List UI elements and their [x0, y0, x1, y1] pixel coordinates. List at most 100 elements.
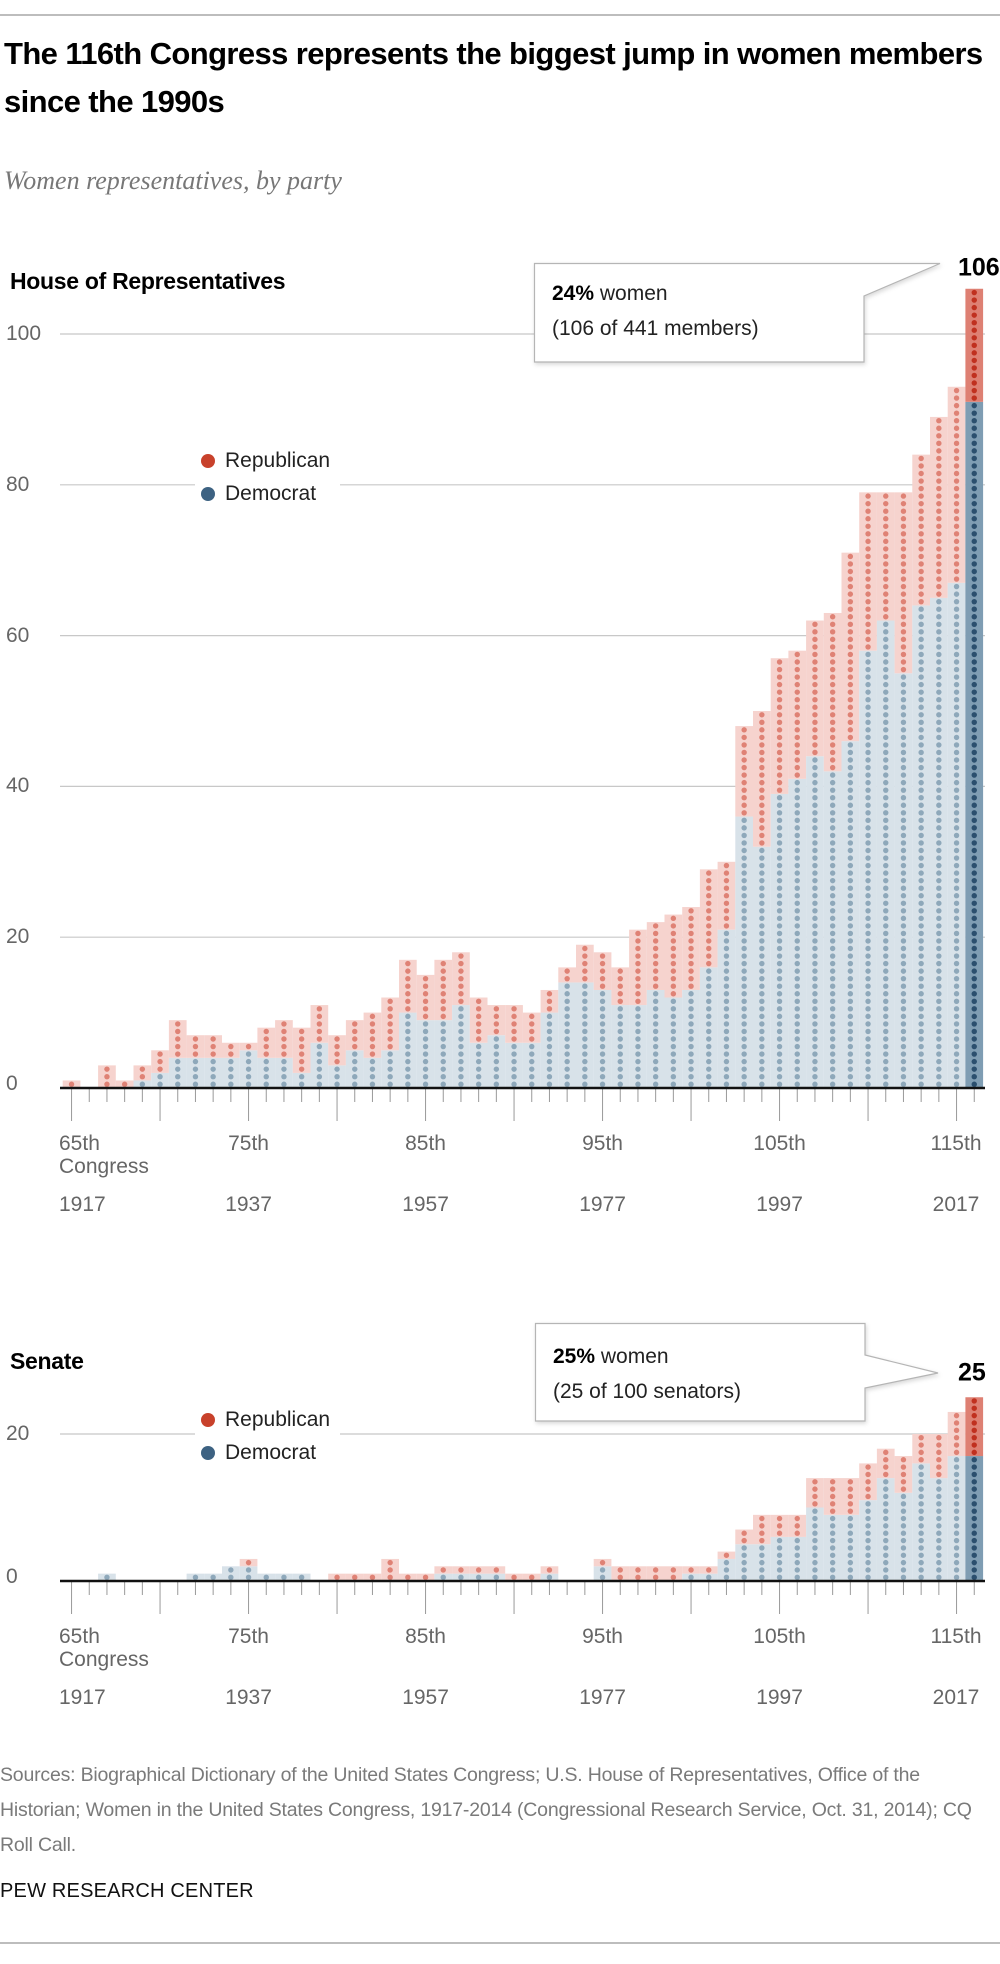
- dot-republican: [741, 810, 747, 816]
- dot-democrat: [352, 1081, 358, 1087]
- year-label: 1977: [579, 1193, 626, 1216]
- dot-republican: [900, 508, 907, 514]
- dot-democrat: [865, 734, 871, 741]
- dot-republican: [847, 681, 854, 688]
- dot-republican: [865, 538, 871, 545]
- bar-congress-76: [257, 1027, 276, 1088]
- dot-democrat: [883, 681, 889, 688]
- dot-democrat: [794, 908, 800, 914]
- dot-democrat: [971, 1006, 977, 1012]
- dot-democrat: [582, 1043, 588, 1050]
- dot-democrat: [847, 1515, 854, 1522]
- dot-democrat: [405, 1081, 411, 1087]
- bar-segment-republican: [735, 726, 753, 817]
- dot-republican: [706, 915, 712, 922]
- dot-democrat: [741, 1058, 747, 1065]
- dot-democrat: [900, 712, 907, 718]
- dot-democrat: [776, 847, 783, 854]
- dot-republican: [706, 908, 712, 914]
- dot-democrat: [971, 621, 977, 627]
- bar-congress-77: [275, 1020, 293, 1088]
- bar-segment-democrat: [876, 620, 895, 1088]
- dot-democrat: [918, 1036, 924, 1042]
- dot-republican: [493, 1021, 500, 1027]
- dot-democrat: [617, 1058, 623, 1065]
- dot-republican: [706, 953, 712, 959]
- dot-republican: [847, 1479, 854, 1485]
- dot-democrat: [263, 1073, 269, 1080]
- dot-democrat: [847, 847, 854, 854]
- dot-republican: [936, 418, 942, 424]
- dot-democrat: [900, 749, 907, 756]
- dot-democrat: [652, 1058, 659, 1065]
- dot-republican: [829, 734, 836, 741]
- bar-congress-86: [434, 1566, 453, 1581]
- dot-democrat: [475, 1073, 482, 1080]
- year-label: 1917: [59, 1193, 106, 1216]
- dot-republican: [706, 900, 712, 906]
- dot-democrat: [883, 991, 889, 997]
- dot-democrat: [759, 877, 765, 884]
- dot-democrat: [794, 1028, 800, 1035]
- dot-democrat: [741, 923, 747, 929]
- dot-republican: [440, 991, 446, 997]
- bar-segment-republican: [753, 711, 771, 847]
- dot-democrat: [865, 893, 871, 899]
- dot-democrat: [936, 742, 942, 748]
- dot-democrat: [670, 1028, 677, 1035]
- dot-democrat: [741, 885, 747, 891]
- dot-republican: [883, 1464, 889, 1470]
- dot-republican: [953, 516, 960, 522]
- dot-republican: [936, 546, 942, 552]
- dot-democrat: [759, 855, 765, 861]
- dot-democrat: [936, 810, 942, 816]
- dot-democrat: [741, 855, 747, 861]
- dot-democrat: [157, 1081, 163, 1087]
- dot-republican: [847, 1486, 854, 1492]
- bar-segment-democrat: [859, 650, 877, 1088]
- dot-democrat: [475, 1058, 482, 1065]
- dot-democrat: [706, 1006, 712, 1012]
- bar-segment-republican: [806, 620, 824, 757]
- dot-republican: [865, 523, 871, 529]
- bar-congress-89: [487, 1566, 506, 1581]
- dot-democrat: [953, 689, 960, 695]
- dot-republican: [175, 1036, 181, 1042]
- dot-democrat: [953, 1043, 960, 1050]
- dot-democrat: [900, 795, 907, 801]
- dot-democrat: [723, 938, 730, 944]
- dot-democrat: [706, 1043, 712, 1050]
- dot-republican: [741, 802, 747, 808]
- dot-democrat: [794, 953, 800, 959]
- dot-democrat: [281, 1058, 287, 1065]
- dot-democrat: [741, 953, 747, 959]
- dot-republican: [564, 975, 570, 982]
- dot-democrat: [776, 1043, 783, 1050]
- dot-democrat: [741, 945, 747, 952]
- dot-republican: [847, 644, 854, 650]
- republican-dot-icon: [201, 1412, 215, 1427]
- dot-republican: [812, 1493, 818, 1500]
- dot-democrat: [440, 1028, 446, 1035]
- dot-republican: [458, 1567, 464, 1573]
- dot-democrat: [971, 870, 977, 876]
- dot-democrat: [918, 795, 924, 801]
- dot-republican: [688, 1567, 694, 1573]
- dot-republican: [210, 1043, 216, 1050]
- dot-democrat: [883, 862, 889, 869]
- dot-democrat: [458, 1036, 464, 1042]
- dot-republican: [865, 568, 871, 575]
- x-tick-label: 75th: [228, 1625, 269, 1648]
- dot-democrat: [104, 1574, 110, 1581]
- dot-republican: [883, 561, 889, 567]
- dot-democrat: [458, 1028, 464, 1035]
- dot-democrat: [812, 1574, 818, 1581]
- dot-republican: [405, 975, 411, 982]
- dot-republican: [776, 742, 783, 748]
- senate-legend: Republican Democrat: [195, 1403, 341, 1469]
- dot-democrat: [953, 606, 960, 612]
- dot-democrat: [794, 960, 800, 967]
- dot-democrat: [918, 900, 924, 906]
- year-label: 1917: [59, 1686, 106, 1709]
- dot-republican: [847, 636, 854, 643]
